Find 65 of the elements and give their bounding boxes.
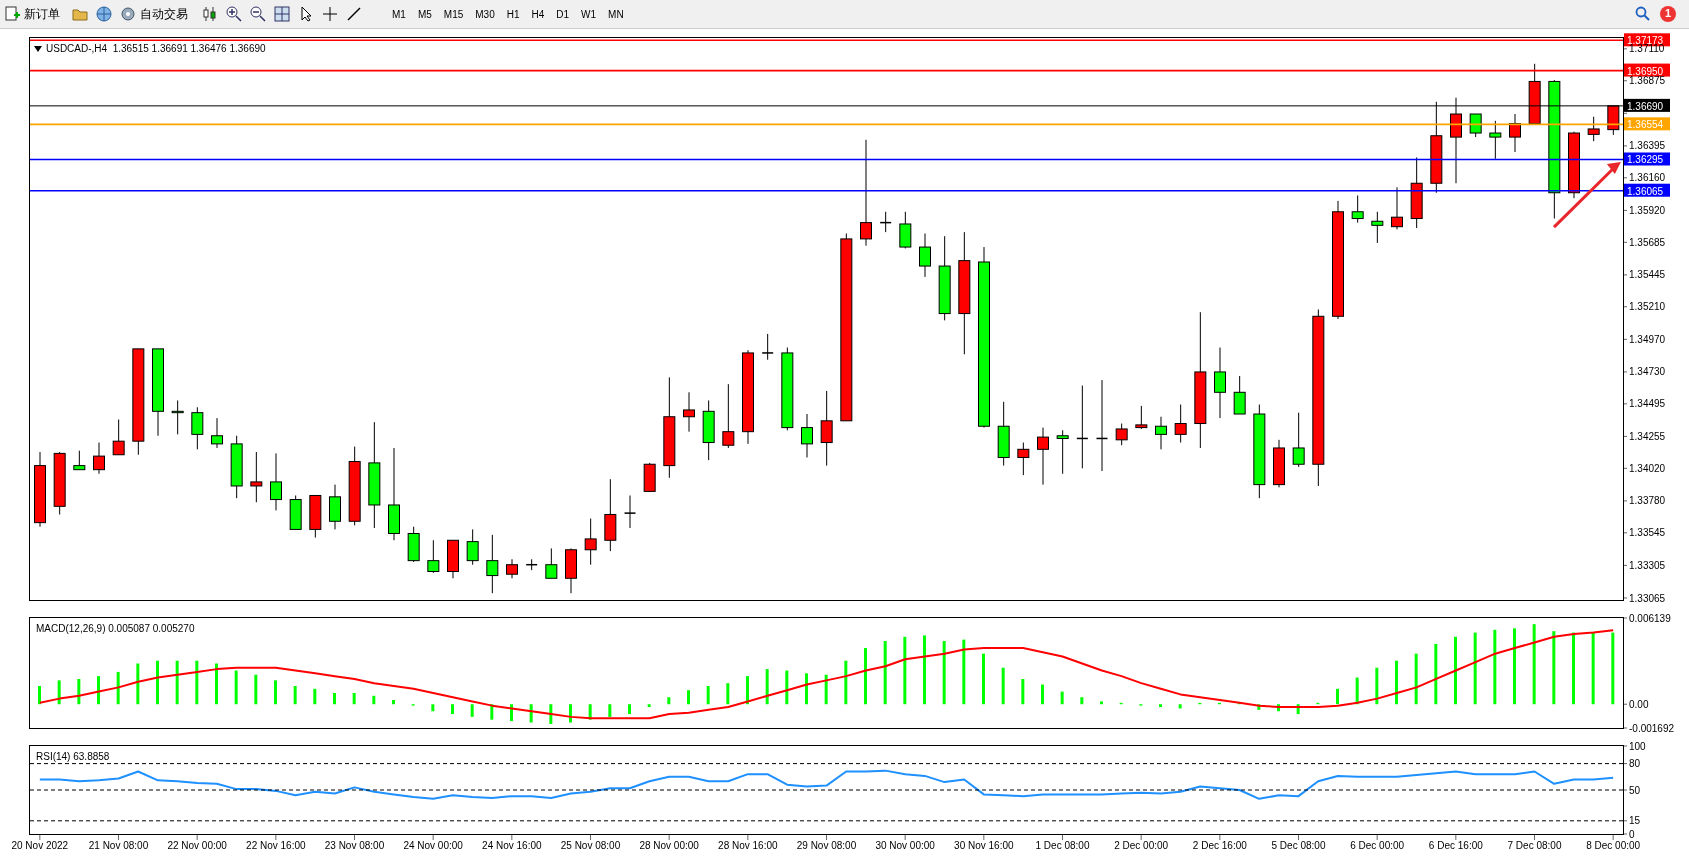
ref-line-label: 1.36690	[1627, 100, 1664, 112]
y-tick-label: 1.33545	[1629, 527, 1666, 539]
ref-line-label: 1.36295	[1627, 154, 1664, 166]
y-tick-label: 1.34020	[1629, 462, 1666, 474]
y-tick-label: 1.33780	[1629, 495, 1666, 507]
text: W1	[580, 7, 598, 22]
y-tick-label: 1.33305	[1629, 559, 1666, 571]
text: MN	[607, 7, 625, 22]
x-tick-label: 28 Nov 00:00	[639, 840, 700, 852]
x-tick-label: 2 Dec 16:00	[1192, 840, 1248, 852]
y-tick-label: 100	[1629, 740, 1647, 752]
text: M1	[391, 7, 407, 22]
x-tick-label: 24 Nov 16:00	[482, 840, 543, 852]
y-tick-label: 0.00	[1629, 698, 1649, 710]
text: MACD(12,26,9) 0.005087 0.005270	[36, 623, 195, 634]
text: H4	[530, 7, 546, 22]
y-tick-label: 1.34255	[1629, 430, 1666, 442]
x-tick-label: 23 Nov 08:00	[324, 840, 385, 852]
y-tick-label: 15	[1629, 815, 1641, 827]
y-tick-label: 1.35920	[1629, 204, 1666, 216]
x-tick-label: 22 Nov 00:00	[167, 840, 228, 852]
text: M30	[474, 7, 496, 22]
x-tick-label: 6 Dec 00:00	[1350, 840, 1405, 852]
y-tick-label: 1.36875	[1629, 75, 1666, 87]
ref-line-label: 1.36065	[1627, 185, 1664, 197]
x-tick-label: 28 Nov 16:00	[718, 840, 779, 852]
y-tick-label: 50	[1629, 784, 1641, 796]
text: H1	[505, 7, 521, 22]
ref-line-label: 1.36950	[1627, 65, 1664, 77]
y-tick-label: 80	[1629, 758, 1641, 770]
y-tick-label: 1.33065	[1629, 592, 1666, 604]
x-tick-label: 20 Nov 2022	[11, 840, 69, 852]
x-tick-label: 21 Nov 08:00	[88, 840, 149, 852]
x-tick-label: 30 Nov 00:00	[875, 840, 936, 852]
y-tick-label: 0	[1629, 828, 1635, 840]
x-tick-label: 30 Nov 16:00	[954, 840, 1015, 852]
y-tick-label: 1.35210	[1629, 301, 1666, 313]
x-tick-label: 24 Nov 00:00	[403, 840, 464, 852]
x-tick-label: 25 Nov 08:00	[560, 840, 621, 852]
y-tick-label: 1.35685	[1629, 236, 1666, 248]
y-tick-label: 1.36160	[1629, 172, 1666, 184]
text: 自动交易	[140, 5, 188, 23]
y-tick-label: 1.34970	[1629, 333, 1666, 345]
text: 新订单	[24, 5, 60, 23]
y-tick-label: 1.36395	[1629, 140, 1666, 152]
y-tick-label: 1.34495	[1629, 398, 1666, 410]
x-tick-label: 7 Dec 08:00	[1507, 840, 1562, 852]
x-tick-label: 6 Dec 16:00	[1428, 840, 1484, 852]
text: M15	[442, 7, 465, 22]
y-tick-label: -0.001692	[1629, 722, 1675, 734]
y-tick-label: 1.34730	[1629, 366, 1666, 378]
text: RSI(14) 63.8858	[36, 751, 110, 762]
x-tick-label: 2 Dec 00:00	[1114, 840, 1169, 852]
y-tick-label: 0.006139	[1629, 612, 1672, 624]
text: D1	[555, 7, 571, 22]
ref-line-label: 1.36554	[1627, 119, 1664, 131]
y-tick-label: 1.35445	[1629, 269, 1666, 281]
x-tick-label: 8 Dec 00:00	[1586, 840, 1641, 852]
x-tick-label: 22 Nov 16:00	[246, 840, 307, 852]
text: USDCAD-,H4 1.36515 1.36691 1.36476 1.36690	[46, 43, 266, 54]
text: 1	[1659, 7, 1677, 19]
x-tick-label: 29 Nov 08:00	[796, 840, 857, 852]
text: M5	[416, 7, 433, 22]
x-tick-label: 1 Dec 08:00	[1035, 840, 1090, 852]
x-tick-label: 5 Dec 08:00	[1271, 840, 1326, 852]
